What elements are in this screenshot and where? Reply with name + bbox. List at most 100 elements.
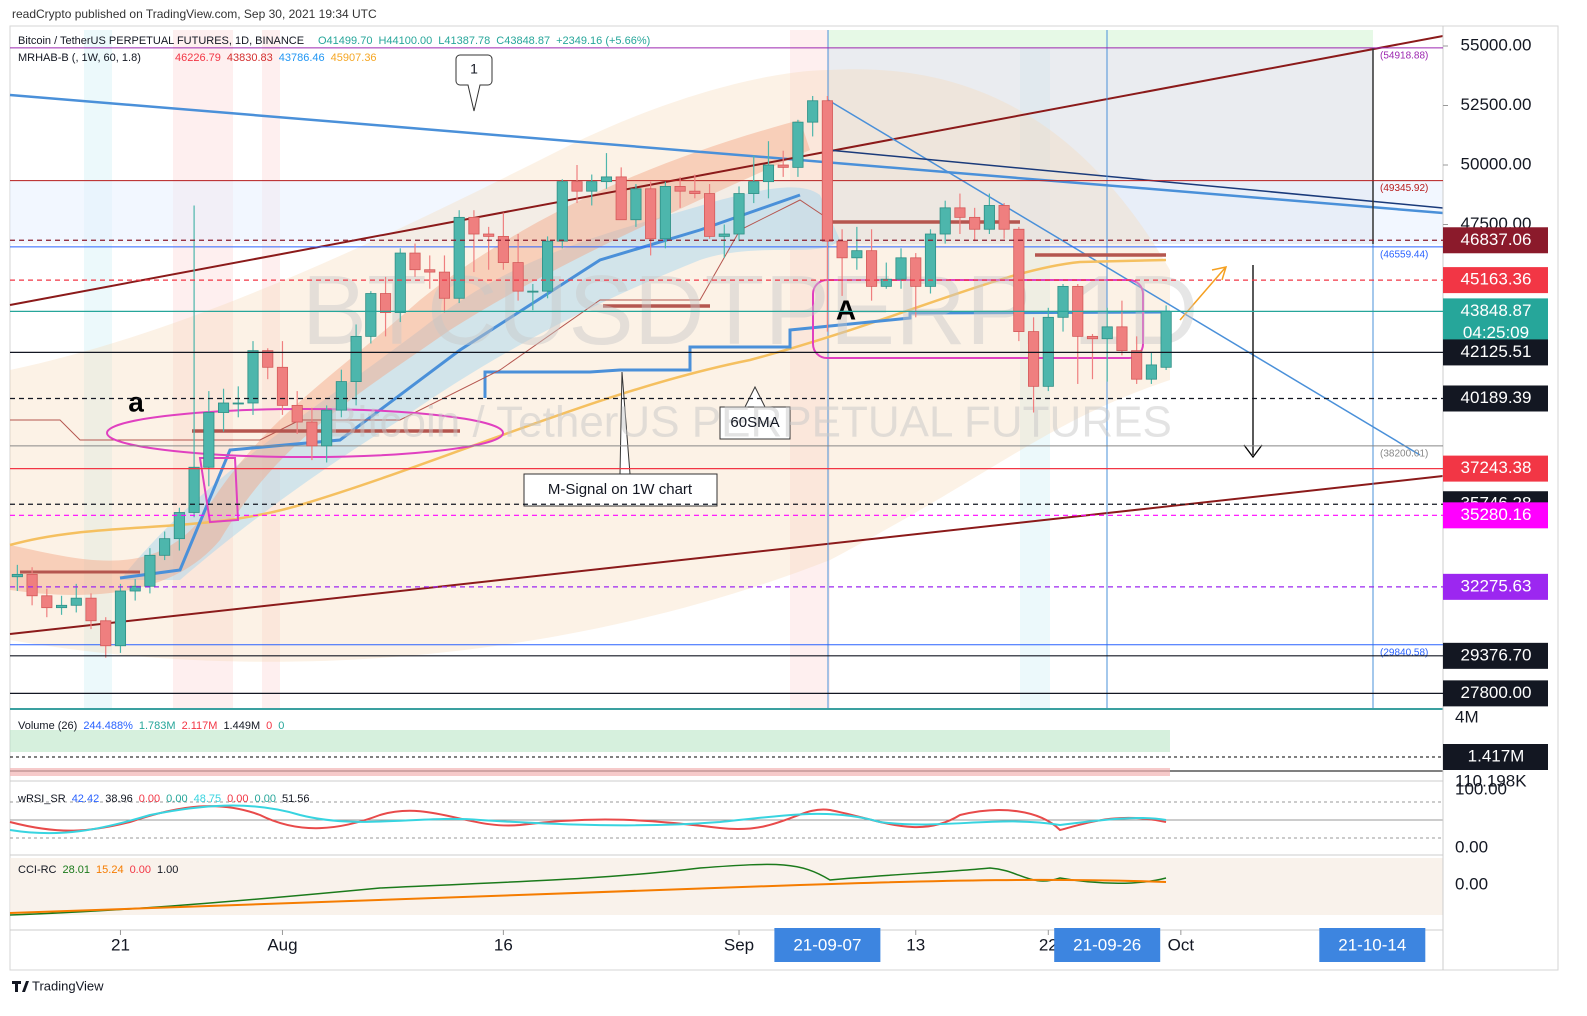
candle-body: [365, 293, 377, 337]
pane-legend: 244.488%: [83, 720, 133, 732]
candle-body: [659, 186, 671, 240]
pane-legend: wRSI_SR: [17, 793, 66, 805]
pane-axis-box: [1443, 744, 1548, 770]
indicator-value: 46226.79: [175, 52, 221, 64]
level-box: [1443, 298, 1548, 347]
candle-body: [247, 350, 259, 404]
level-label: 35280.16: [1461, 505, 1532, 524]
callout: [523, 371, 718, 507]
zone: [10, 180, 1443, 244]
trendline: [9, 475, 1444, 635]
watermark: Bitcoin / TetherUS PERPETUAL FUTURES: [328, 398, 1172, 447]
indicator-value: 43786.46: [279, 52, 325, 64]
candle-body: [409, 252, 421, 271]
x-marker-label: 21-09-26: [1073, 935, 1141, 954]
annotation: 1: [470, 61, 478, 77]
y-tick-label: 52500.00: [1461, 95, 1532, 114]
annotation: 60SMA: [730, 414, 779, 431]
candle-body: [203, 412, 215, 468]
level-label: 37243.38: [1461, 458, 1532, 477]
pane-legend: 1.783M: [139, 720, 176, 732]
candle-body: [55, 604, 68, 609]
candle-body: [895, 257, 907, 280]
x-marker-label: 21-09-07: [793, 935, 861, 954]
arrow: [1211, 265, 1228, 281]
level-box: [1443, 227, 1548, 254]
x-tick-label: 21: [111, 935, 130, 954]
pane-axis-label: 0.00: [1455, 874, 1488, 893]
candle-body: [851, 250, 863, 259]
candle-body: [748, 181, 760, 194]
trendline: [9, 35, 1444, 306]
candle-body: [586, 181, 598, 192]
pane-legend: 0.00: [255, 793, 276, 805]
candle-body: [777, 164, 789, 168]
candle-body: [321, 409, 333, 447]
level-box: [1443, 385, 1548, 412]
annotation: A: [836, 294, 856, 325]
level-sublabel: 04:25:09: [1463, 323, 1529, 342]
level-label: 42125.51: [1461, 342, 1532, 361]
level-label: 46837.06: [1461, 230, 1532, 249]
candle-body: [615, 176, 627, 221]
candle-body: [704, 193, 716, 237]
annotation: a: [128, 386, 144, 417]
candle-body: [939, 207, 951, 235]
candle-body: [350, 335, 362, 382]
candle-body: [969, 216, 981, 230]
pane-axis-label: 110.198K: [1455, 771, 1527, 790]
pane-legend: 1.00: [157, 864, 178, 876]
candle-body: [600, 176, 613, 183]
candle-body: [306, 421, 318, 447]
pane-legend: 0.00: [139, 793, 160, 805]
candle-body: [1116, 326, 1128, 352]
x-tick-label: 22: [1039, 935, 1058, 954]
candle-body: [159, 538, 171, 556]
candle-body: [983, 205, 995, 230]
candle-body: [217, 402, 230, 413]
candle-body: [1131, 350, 1143, 380]
candle-body: [954, 207, 966, 218]
pane-legend: 0.00: [166, 793, 187, 805]
candle-body: [807, 100, 819, 123]
indicator-legend: MRHAB-B (, 1W, 60, 1.8): [18, 52, 141, 64]
zone: [173, 30, 233, 708]
candle-body: [674, 186, 686, 192]
y-tick-label: 55000.00: [1461, 35, 1532, 54]
candle-body: [129, 585, 141, 592]
level-label: (29840.58): [1380, 647, 1428, 658]
trendline: [9, 93, 1444, 215]
candle-body: [821, 100, 833, 242]
candle-body: [262, 350, 274, 368]
candle-body: [866, 250, 878, 287]
candle-body: [924, 233, 937, 287]
pane-legend: 0.00: [130, 864, 151, 876]
candle-body: [1028, 331, 1040, 387]
level-box: [1443, 267, 1548, 294]
pane-legend: 0: [278, 720, 284, 732]
level-label: 43848.87: [1461, 301, 1532, 320]
ohlc-value: C43848.87: [496, 35, 550, 47]
candle-body: [571, 181, 583, 192]
candle-body: [438, 271, 451, 299]
band: [10, 120, 810, 595]
candle-body: [762, 164, 775, 183]
ohlc-value: +2349.16 (+5.66%): [556, 35, 650, 47]
candle-body: [380, 293, 392, 313]
signal-line: [483, 310, 1171, 398]
x-tick-label: 16: [494, 935, 513, 954]
candle-body: [291, 404, 303, 423]
ohlc-value: O41499.70: [318, 35, 372, 47]
pane-legend: 38.96: [105, 793, 133, 805]
pane-legend: 0.00: [227, 793, 248, 805]
candle-body: [718, 233, 730, 237]
pane-legend: 1.449M: [223, 720, 260, 732]
x-tick-label: Aug: [267, 935, 297, 954]
cci-line: [9, 878, 1167, 914]
x-marker-box: [1319, 928, 1426, 962]
frame: [9, 25, 1559, 971]
pane-legend: Volume (26): [18, 720, 77, 732]
candle-body: [468, 216, 480, 235]
candle-body: [645, 188, 657, 240]
